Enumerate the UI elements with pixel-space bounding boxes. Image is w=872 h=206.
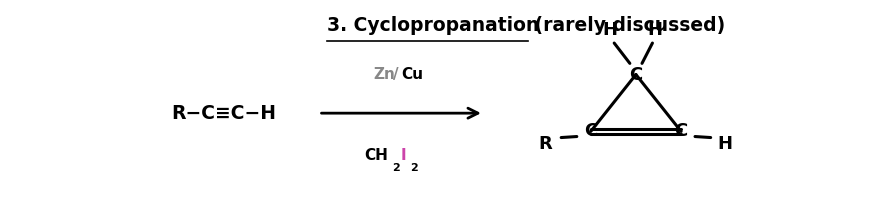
- Text: 2: 2: [392, 163, 399, 173]
- Text: R−C≡C−H: R−C≡C−H: [171, 104, 276, 123]
- Text: H: H: [603, 21, 617, 39]
- Text: H: H: [717, 135, 732, 153]
- Text: C: C: [675, 122, 688, 140]
- Text: R: R: [539, 135, 552, 153]
- Text: C: C: [584, 122, 597, 140]
- Text: (rarely discussed): (rarely discussed): [528, 16, 726, 35]
- Text: H: H: [648, 21, 663, 39]
- Text: CH: CH: [364, 148, 389, 163]
- Text: I: I: [400, 148, 406, 163]
- Text: 2: 2: [410, 163, 418, 173]
- Text: /: /: [393, 67, 399, 82]
- Text: Zn: Zn: [373, 67, 395, 82]
- Text: Cu: Cu: [401, 67, 423, 82]
- Text: C: C: [630, 66, 643, 84]
- Text: 3. Cyclopropanation: 3. Cyclopropanation: [327, 16, 540, 35]
